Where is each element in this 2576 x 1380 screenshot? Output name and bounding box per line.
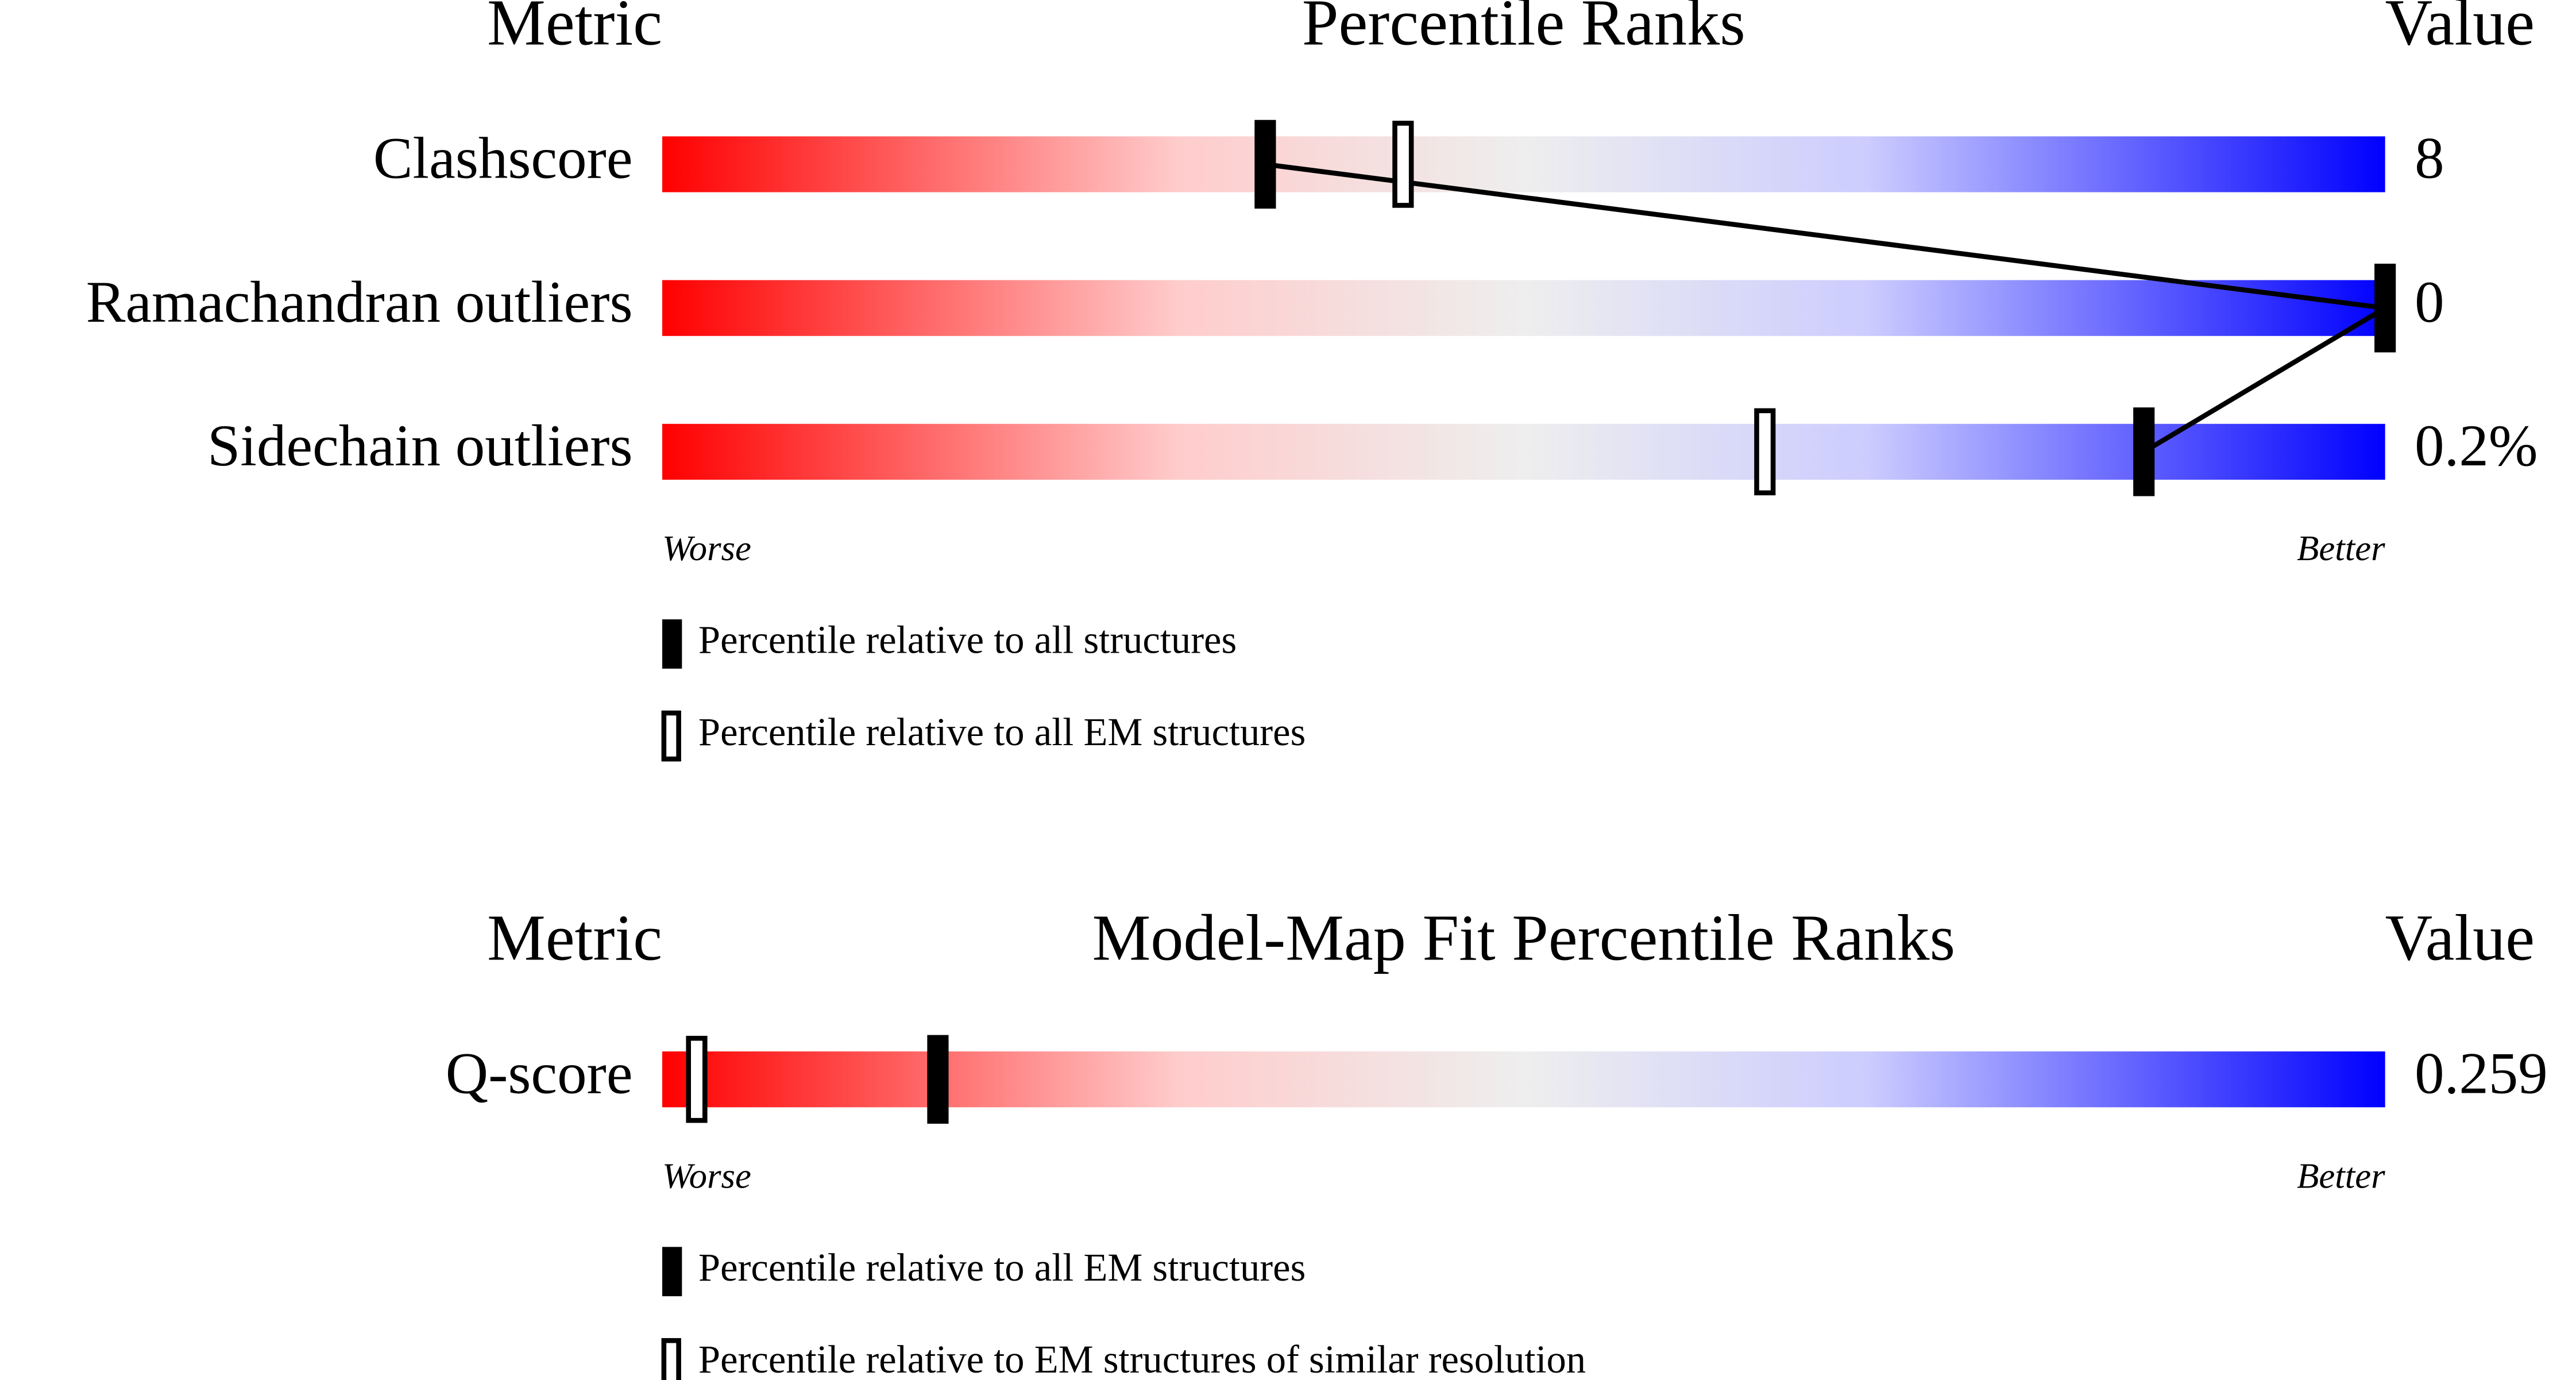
percentile-bar (662, 1051, 2385, 1108)
value-header: Value (2385, 901, 2535, 974)
rank-marker-hollow (1754, 408, 1776, 496)
legend-swatch-hollow (661, 710, 681, 762)
rank-marker-hollow (686, 1035, 708, 1123)
legend-swatch-filled (662, 1247, 682, 1297)
legend-label: Percentile relative to all EM structures (698, 710, 1306, 754)
panel-title: Percentile Ranks (1302, 0, 1745, 59)
metric-value: 8 (2415, 126, 2444, 191)
legend-swatch-hollow (661, 1338, 681, 1380)
legend-label: Percentile relative to all EM structures (698, 1246, 1306, 1289)
legend-label: Percentile relative to EM structures of … (698, 1337, 1586, 1380)
metric-header: Metric (487, 901, 662, 974)
metric-label: Ramachandran outliers (86, 269, 633, 335)
value-header: Value (2385, 0, 2535, 59)
worse-label: Worse (662, 1156, 751, 1196)
rank-marker-filled (1254, 120, 1276, 209)
percentile-bar (662, 136, 2385, 192)
better-label: Better (2297, 1156, 2385, 1196)
worse-label: Worse (662, 528, 751, 568)
percentile-bar (662, 423, 2385, 480)
metric-label: Sidechain outliers (207, 413, 632, 479)
metric-label: Q-score (446, 1040, 633, 1106)
rank-marker-hollow (1392, 121, 1414, 208)
better-label: Better (2297, 528, 2385, 568)
rank-marker-filled (927, 1035, 949, 1124)
metric-value: 0 (2415, 269, 2444, 335)
metric-value: 0.2% (2415, 413, 2538, 479)
metric-header: Metric (487, 0, 662, 59)
rank-marker-filled (2374, 263, 2396, 353)
percentile-bar (662, 280, 2385, 336)
legend-label: Percentile relative to all structures (698, 618, 1237, 662)
legend-swatch-filled (662, 619, 682, 669)
metric-value: 0.259 (2415, 1040, 2548, 1106)
panel-title: Model-Map Fit Percentile Ranks (1092, 901, 1956, 974)
metric-label: Clashscore (373, 126, 633, 191)
rank-marker-filled (2133, 407, 2155, 496)
